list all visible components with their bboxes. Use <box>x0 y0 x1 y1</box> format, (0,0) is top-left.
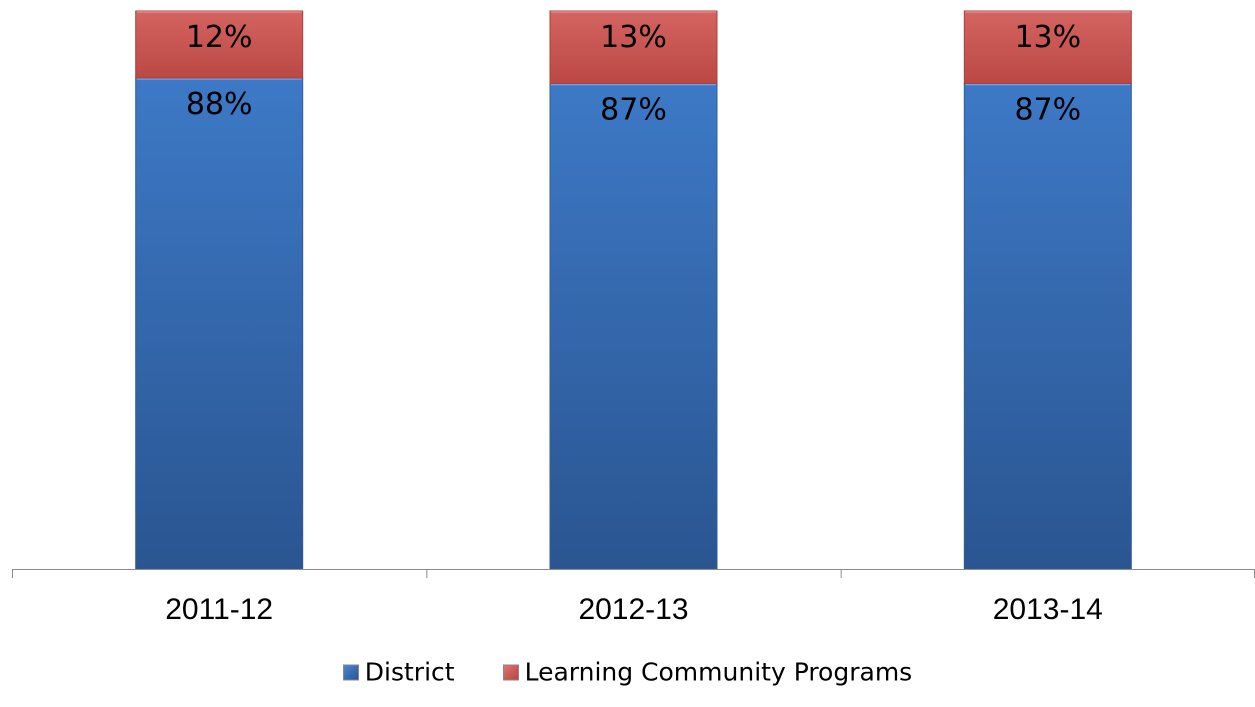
data-label-district-2011-12: 88% <box>186 87 253 122</box>
bar-learning-community-programs-2011-12[interactable] <box>135 10 304 79</box>
data-label-learning-community-programs-2011-12: 12% <box>186 20 253 55</box>
legend-swatch-district <box>342 664 359 680</box>
bar-learning-community-programs-2012-13[interactable] <box>549 10 718 84</box>
bars-group <box>135 10 1132 570</box>
bar-district-2011-12[interactable] <box>135 77 304 570</box>
legend-label-district: District <box>364 657 455 687</box>
bar-learning-community-programs-2013-14[interactable] <box>963 10 1132 84</box>
x-axis: 2011-12 2012-13 2013-14 <box>12 569 1255 626</box>
x-tick-label-2012-13: 2012-13 <box>578 593 688 626</box>
data-labels-group: 88% 12% 87% 13% 87% 13% <box>186 20 1081 128</box>
legend-label-learning-community-programs: Learning Community Programs <box>524 657 913 687</box>
data-label-learning-community-programs-2012-13: 13% <box>600 20 667 55</box>
data-label-district-2013-14: 87% <box>1014 93 1081 128</box>
legend: District Learning Community Programs <box>0 658 1255 687</box>
x-tick-label-2011-12: 2011-12 <box>165 593 273 626</box>
legend-item-district[interactable]: District <box>342 657 455 687</box>
legend-item-learning-community-programs[interactable]: Learning Community Programs <box>502 657 913 687</box>
x-tick-label-2013-14: 2013-14 <box>993 593 1103 626</box>
bar-district-2013-14[interactable] <box>963 83 1132 570</box>
data-label-learning-community-programs-2013-14: 13% <box>1014 20 1081 55</box>
bar-district-2012-13[interactable] <box>549 83 718 570</box>
data-label-district-2012-13: 87% <box>600 93 667 128</box>
legend-swatch-learning-community-programs <box>502 664 519 680</box>
